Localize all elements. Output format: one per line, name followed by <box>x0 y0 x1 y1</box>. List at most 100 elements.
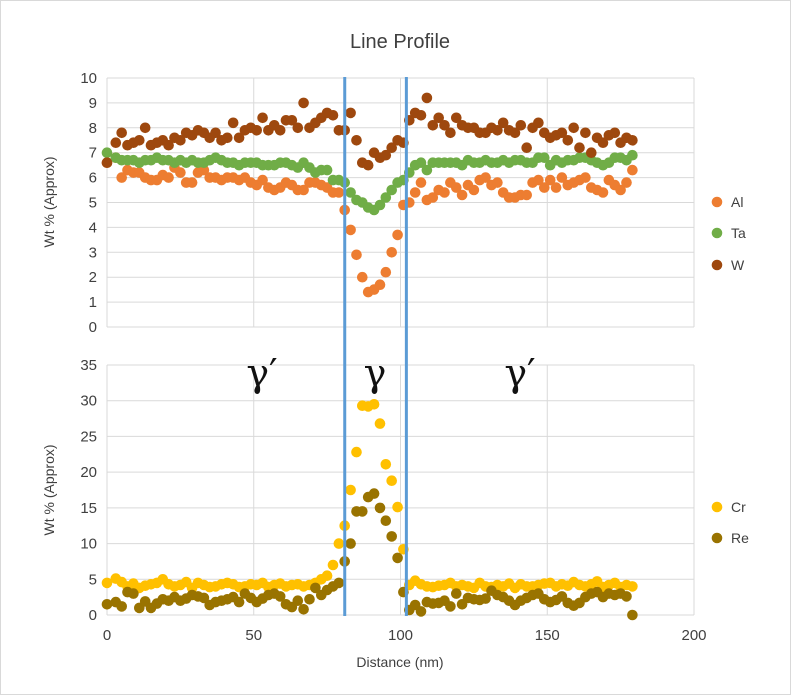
data-point-ta <box>386 184 398 196</box>
y-tick-label: 5 <box>89 571 97 588</box>
data-point-w <box>327 110 339 121</box>
data-point-re <box>101 599 113 610</box>
bottom-y-axis-title: Wt % (Approx) <box>41 444 57 535</box>
data-point-re <box>627 609 638 621</box>
data-point-re <box>128 588 139 599</box>
data-point-ta <box>321 164 333 176</box>
data-point-al <box>456 189 468 201</box>
data-point-re <box>357 506 368 517</box>
data-point-w <box>492 125 503 136</box>
y-tick-label: 25 <box>80 428 97 445</box>
data-point-w <box>139 122 151 134</box>
y-tick-label: 9 <box>89 95 97 112</box>
x-tick-label: 200 <box>681 627 706 644</box>
data-point-w <box>233 132 245 144</box>
data-point-cr <box>101 577 113 589</box>
x-axis-title: Distance (nm) <box>356 654 443 670</box>
data-point-cr <box>333 538 345 549</box>
data-point-re <box>415 606 427 617</box>
data-point-al <box>415 177 427 188</box>
data-point-re <box>233 596 245 608</box>
data-point-w <box>568 122 579 134</box>
data-point-al <box>357 271 368 283</box>
data-point-ta <box>101 147 113 158</box>
data-point-w <box>627 135 638 146</box>
x-tick-label: 50 <box>245 627 262 644</box>
data-point-al <box>580 172 591 183</box>
data-point-w <box>163 139 174 151</box>
data-point-w <box>556 127 568 139</box>
data-point-al <box>521 189 532 201</box>
y-tick-label: 4 <box>89 219 97 236</box>
y-tick-label: 35 <box>80 357 97 374</box>
data-point-re <box>345 538 356 549</box>
data-point-w <box>521 142 532 153</box>
y-tick-label: 5 <box>89 195 97 212</box>
data-point-cr <box>374 418 386 429</box>
data-point-w <box>586 147 597 158</box>
data-point-re <box>304 594 315 605</box>
data-point-w <box>257 112 268 124</box>
data-point-re <box>374 502 386 514</box>
data-point-ta <box>345 187 356 198</box>
data-point-w <box>433 112 445 124</box>
legend-label-ta: Ta <box>731 225 746 241</box>
data-point-al <box>468 184 480 196</box>
data-point-ta <box>374 199 386 211</box>
legend-marker-re <box>711 532 723 544</box>
data-point-w <box>134 135 145 146</box>
legend-marker-w <box>711 259 723 271</box>
data-point-w <box>533 117 544 129</box>
x-tick-label: 150 <box>535 627 560 644</box>
data-point-re <box>480 593 491 604</box>
legend-marker-cr <box>711 501 723 513</box>
data-point-al <box>392 229 403 241</box>
data-point-re <box>380 515 392 526</box>
data-point-w <box>227 117 239 129</box>
y-tick-label: 20 <box>80 464 97 481</box>
data-point-al <box>298 184 309 196</box>
data-point-al <box>480 172 491 183</box>
data-point-w <box>580 127 591 139</box>
legend-label-re: Re <box>731 530 749 546</box>
x-tick-label: 0 <box>103 627 111 644</box>
data-point-w <box>562 135 574 146</box>
data-point-re <box>333 577 345 589</box>
data-point-w <box>574 142 585 153</box>
y-tick-label: 0 <box>89 607 97 624</box>
data-point-w <box>427 120 439 131</box>
data-point-re <box>198 592 210 604</box>
data-point-al <box>556 172 568 183</box>
data-point-cr <box>368 399 380 410</box>
data-point-al <box>345 224 356 236</box>
data-point-w <box>345 107 356 119</box>
data-point-al <box>333 187 345 198</box>
data-point-ta <box>539 152 550 163</box>
top-y-axis-title: Wt % (Approx) <box>41 156 57 247</box>
data-point-re <box>392 552 403 564</box>
data-point-al <box>198 164 210 176</box>
legend-marker-al <box>711 196 723 208</box>
y-tick-label: 10 <box>80 536 97 553</box>
legend-label-w: W <box>731 257 745 273</box>
data-point-al <box>116 172 127 183</box>
data-point-re <box>621 591 632 602</box>
data-point-al <box>351 249 362 261</box>
data-point-w <box>509 127 521 139</box>
data-point-al <box>427 192 439 203</box>
data-point-re <box>298 604 309 615</box>
y-tick-label: 7 <box>89 145 97 162</box>
data-point-al <box>544 174 556 186</box>
data-point-re <box>386 531 398 542</box>
data-point-re <box>292 595 304 606</box>
data-point-al <box>492 177 503 188</box>
data-point-re <box>445 601 456 612</box>
data-point-al <box>627 164 638 176</box>
chart-title: Line Profile <box>350 31 450 53</box>
data-point-re <box>116 601 127 612</box>
data-point-w <box>286 115 298 126</box>
data-point-w <box>415 110 427 121</box>
data-point-cr <box>327 559 339 571</box>
data-point-al <box>257 174 268 186</box>
y-tick-label: 10 <box>80 70 97 87</box>
